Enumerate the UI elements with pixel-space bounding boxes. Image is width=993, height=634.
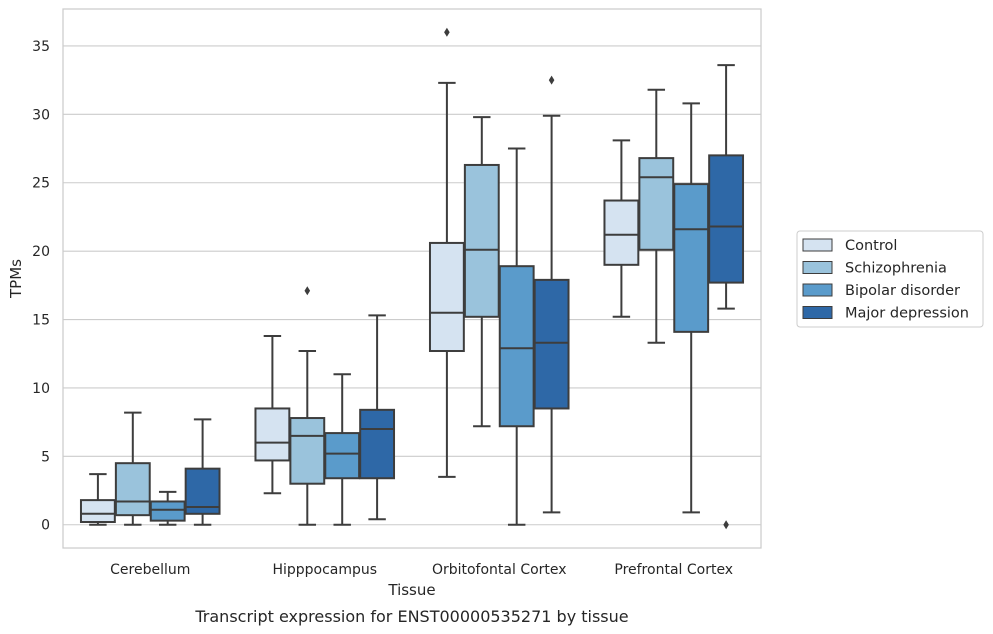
box-schizophrenia-2 xyxy=(463,116,500,428)
legend-label: Bipolar disorder xyxy=(845,283,960,299)
box-schizophrenia-1 xyxy=(289,286,326,526)
outlier-point xyxy=(723,520,729,530)
box-control-3 xyxy=(603,139,640,318)
box xyxy=(533,278,570,410)
x-tick-labels: Cerebellum Hipppocampus Orbitofontal Corte… xyxy=(110,562,733,578)
legend-swatch xyxy=(802,261,833,274)
box-groups xyxy=(79,27,745,530)
box xyxy=(149,500,186,522)
box-major-depression-2 xyxy=(533,75,570,514)
y-tick-label: 5 xyxy=(41,449,50,465)
x-tick-label: Cerebellum xyxy=(110,562,190,578)
x-tick-label: Hipppocampus xyxy=(272,562,377,578)
box xyxy=(603,199,640,266)
legend-swatch xyxy=(802,238,833,252)
box-major-depression-3 xyxy=(708,64,745,530)
y-tick-label: 35 xyxy=(32,39,50,55)
box xyxy=(254,407,291,462)
y-tick-label: 15 xyxy=(32,313,50,329)
legend-frame xyxy=(796,230,984,328)
x-axis-label: Tissue xyxy=(387,581,435,599)
box xyxy=(708,154,745,284)
gridlines xyxy=(63,45,761,526)
legend-label: Schizophrenia xyxy=(845,261,947,277)
legend-label: Major depression xyxy=(845,306,969,322)
legend-swatch xyxy=(802,306,833,319)
box-bipolar-disorder-0 xyxy=(149,490,186,526)
box-bipolar-disorder-2 xyxy=(498,147,535,526)
box xyxy=(428,241,465,353)
box xyxy=(673,183,710,333)
y-tick-label: 25 xyxy=(32,176,50,192)
box xyxy=(324,432,361,480)
box xyxy=(359,408,396,480)
outlier-point xyxy=(304,286,311,296)
box-schizophrenia-3 xyxy=(638,88,675,344)
box xyxy=(498,265,535,428)
outlier-point xyxy=(548,75,555,85)
box xyxy=(114,462,151,517)
box-bipolar-disorder-1 xyxy=(324,373,361,526)
y-tick-labels: 0 5 10 15 20 25 30 35 xyxy=(32,39,50,534)
outlier-point xyxy=(444,27,450,37)
box-major-depression-1 xyxy=(359,314,396,521)
y-tick-label: 10 xyxy=(32,381,50,397)
chart-caption: Transcript expression for ENST0000053527… xyxy=(194,607,628,626)
box-control-1 xyxy=(254,334,291,495)
box-major-depression-0 xyxy=(184,418,221,526)
y-axis-label: TPMs xyxy=(7,259,25,299)
x-tick-label: Orbitofontal Cortex xyxy=(432,562,567,578)
box xyxy=(289,417,326,485)
x-tick-label: Prefrontal Cortex xyxy=(614,562,733,578)
y-tick-label: 0 xyxy=(41,518,50,534)
box-schizophrenia-0 xyxy=(114,411,151,526)
box-control-2 xyxy=(428,27,465,478)
legend-swatch xyxy=(802,283,833,297)
axes-frame xyxy=(62,8,762,549)
box-bipolar-disorder-3 xyxy=(673,102,710,514)
box-control-0 xyxy=(79,473,116,526)
legend-label: Control xyxy=(845,238,897,254)
legend: Control Schizophrenia Bipolar disorder Majo… xyxy=(796,230,984,328)
y-tick-label: 20 xyxy=(32,244,50,260)
box xyxy=(463,163,500,318)
box xyxy=(638,157,675,251)
y-tick-label: 30 xyxy=(32,107,50,123)
box xyxy=(79,499,116,524)
